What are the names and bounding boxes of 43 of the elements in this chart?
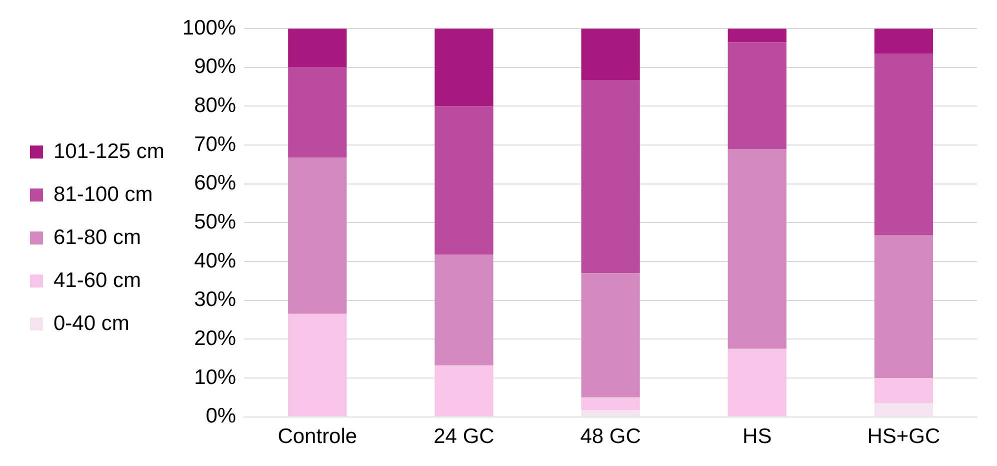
x-tick-label: HS xyxy=(742,425,772,448)
legend-label: 101-125 cm xyxy=(54,140,164,163)
bar xyxy=(728,42,786,149)
bar xyxy=(288,28,347,68)
y-tick-label: 30% xyxy=(194,288,236,312)
y-tick-label: 20% xyxy=(194,326,236,350)
x-tick-label: HS+GC xyxy=(867,425,940,448)
bar xyxy=(581,80,640,274)
bar xyxy=(288,158,347,314)
bar xyxy=(874,54,934,236)
x-tick-label: 24 GC xyxy=(434,425,494,448)
bar xyxy=(874,378,934,404)
bar xyxy=(728,148,786,349)
bar xyxy=(874,403,934,416)
bar xyxy=(728,348,786,416)
bar xyxy=(434,28,494,106)
y-tick-label: 10% xyxy=(194,366,236,389)
y-tick-label: 90% xyxy=(194,55,236,78)
legend-label: 0-40 cm xyxy=(54,312,130,335)
y-tick-label: 40% xyxy=(194,249,236,272)
x-tick-label: Controle xyxy=(278,425,358,448)
bar xyxy=(434,254,494,366)
y-tick-label: 0% xyxy=(206,404,236,428)
x-tick-label: 48 GC xyxy=(580,425,641,448)
bar xyxy=(581,273,640,398)
bar xyxy=(581,410,640,416)
bar xyxy=(434,365,494,416)
legend-label: 41-60 cm xyxy=(54,268,142,292)
y-tick-label: 60% xyxy=(194,172,236,195)
y-tick-label: 70% xyxy=(194,132,236,156)
bar xyxy=(581,397,640,410)
y-tick-label: 80% xyxy=(194,94,236,118)
bar xyxy=(874,28,934,54)
y-tick-label: 100% xyxy=(182,16,236,40)
bar xyxy=(288,67,347,158)
bar xyxy=(434,106,494,255)
y-tick-label: 50% xyxy=(194,210,236,234)
bar xyxy=(581,28,640,80)
legend-label: 61-80 cm xyxy=(54,226,142,249)
bar xyxy=(874,235,934,378)
legend-label: 81-100 cm xyxy=(54,182,153,206)
bar xyxy=(288,314,347,416)
bar xyxy=(728,28,786,42)
